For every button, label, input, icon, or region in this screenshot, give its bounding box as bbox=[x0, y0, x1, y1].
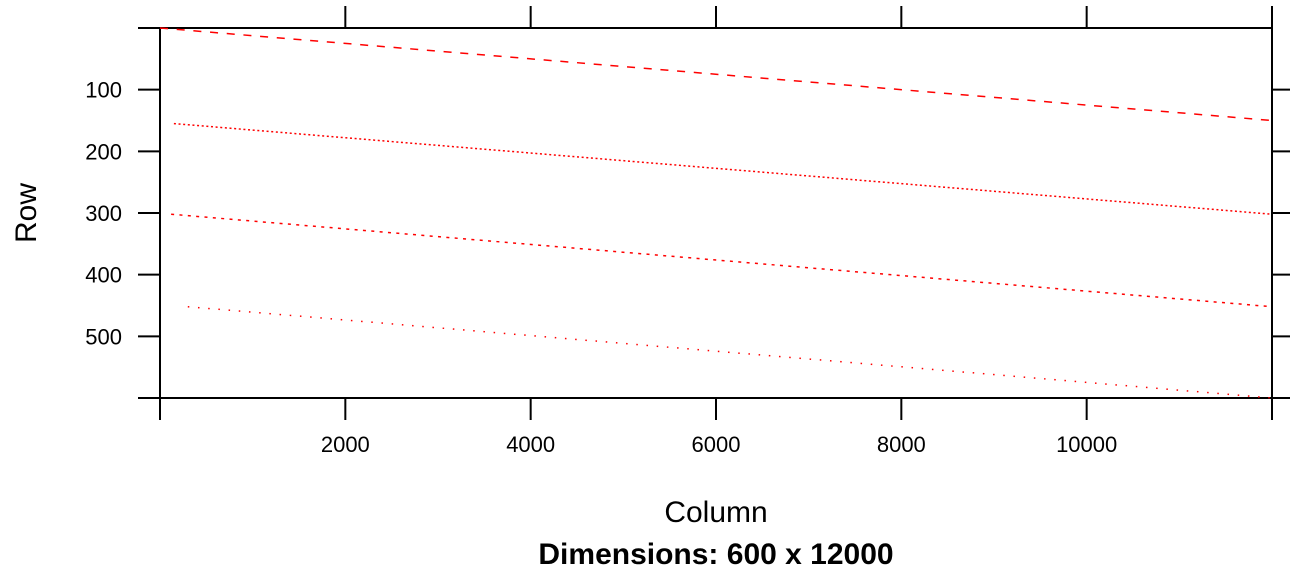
series-1-point bbox=[1077, 103, 1086, 106]
chart-subtitle: Dimensions: 600 x 12000 bbox=[538, 538, 893, 571]
series-1-point bbox=[1227, 116, 1236, 119]
y-tick-label: 100 bbox=[85, 78, 122, 103]
series-1-point bbox=[226, 32, 235, 35]
series-1-point bbox=[209, 31, 219, 34]
series-1-point bbox=[610, 64, 619, 67]
series-1-point bbox=[827, 82, 836, 85]
series-1-point bbox=[927, 91, 936, 94]
series-1-point bbox=[276, 36, 285, 40]
series-1-point bbox=[677, 70, 686, 73]
series-1-point bbox=[193, 30, 202, 33]
series-1-point bbox=[543, 59, 552, 62]
x-axis: 2000 4000 6000 8000 10000 bbox=[159, 6, 1273, 457]
x-tick-label: 10000 bbox=[1056, 432, 1117, 457]
series-1-point bbox=[943, 92, 953, 95]
series-1-point bbox=[793, 79, 802, 83]
x-tick-label: 2000 bbox=[321, 432, 370, 457]
series-1-point bbox=[710, 73, 719, 76]
series-1-point bbox=[1177, 111, 1186, 115]
series-1-point bbox=[1110, 106, 1119, 109]
y-axis-title: Row bbox=[10, 183, 43, 243]
series-1-point bbox=[743, 75, 752, 78]
series-1-point bbox=[893, 88, 902, 91]
series-1-point bbox=[910, 89, 919, 92]
series-1-point bbox=[560, 60, 569, 63]
series-1-point bbox=[993, 96, 1003, 99]
series-1-point bbox=[843, 84, 852, 87]
series-1-point bbox=[1043, 100, 1053, 103]
series-1-point bbox=[576, 61, 586, 65]
series-1-point bbox=[1210, 114, 1219, 117]
series-1-point bbox=[1127, 107, 1136, 110]
series-1-point bbox=[1194, 113, 1203, 116]
series-1-point bbox=[460, 52, 469, 55]
series-1-point bbox=[593, 63, 602, 66]
series-1-point bbox=[243, 34, 252, 37]
series-1-point bbox=[626, 66, 636, 69]
series-1-point bbox=[860, 85, 869, 88]
series-1-point bbox=[977, 95, 986, 98]
series-1-point bbox=[426, 49, 435, 52]
series-1-point bbox=[526, 57, 536, 60]
chart-marks bbox=[159, 27, 1270, 399]
y-tick-label: 300 bbox=[85, 201, 122, 226]
series-1-point bbox=[810, 81, 819, 84]
series-1-point bbox=[493, 55, 502, 58]
series-1-point bbox=[643, 67, 652, 70]
series-1-point bbox=[260, 35, 269, 38]
x-axis-title: Column bbox=[664, 496, 767, 529]
series-1-point bbox=[1094, 104, 1103, 108]
x-tick-label: 8000 bbox=[877, 432, 926, 457]
x-tick-label: 4000 bbox=[506, 432, 555, 457]
y-axis: 100 200 300 400 500 bbox=[85, 27, 1290, 399]
y-tick-label: 400 bbox=[85, 263, 122, 288]
series-1-point bbox=[176, 28, 185, 31]
series-1-point bbox=[660, 68, 669, 72]
series-1-point bbox=[293, 38, 302, 41]
series-1-point bbox=[310, 39, 319, 42]
series-1-point bbox=[1260, 118, 1269, 121]
series-1-point bbox=[960, 93, 969, 97]
series-1-point bbox=[1060, 102, 1069, 105]
series-1-point bbox=[360, 43, 369, 47]
series-1-point bbox=[1144, 109, 1153, 112]
series-1-point bbox=[476, 53, 485, 56]
series-1-point bbox=[1010, 98, 1019, 101]
series-1-point bbox=[443, 50, 452, 54]
y-tick-label: 200 bbox=[85, 139, 122, 164]
x-tick-label: 6000 bbox=[692, 432, 741, 457]
series-1-point bbox=[727, 74, 736, 77]
y-tick-label: 500 bbox=[85, 324, 122, 349]
series-1-point bbox=[159, 27, 169, 30]
series-1-point bbox=[343, 42, 352, 45]
series-1-point bbox=[1160, 110, 1169, 113]
series-1-point bbox=[393, 46, 402, 49]
series-1-point bbox=[877, 86, 886, 90]
series-1-point bbox=[510, 56, 519, 59]
series-1-point bbox=[693, 71, 702, 74]
plot-frame bbox=[159, 27, 1273, 399]
series-1-point bbox=[376, 45, 385, 48]
series-1-point bbox=[410, 48, 419, 51]
series-1-point bbox=[777, 78, 786, 81]
series-1-point bbox=[1244, 117, 1253, 120]
series-1-point bbox=[326, 41, 335, 44]
series-1-point bbox=[1027, 99, 1036, 102]
series-1-point bbox=[760, 77, 769, 80]
